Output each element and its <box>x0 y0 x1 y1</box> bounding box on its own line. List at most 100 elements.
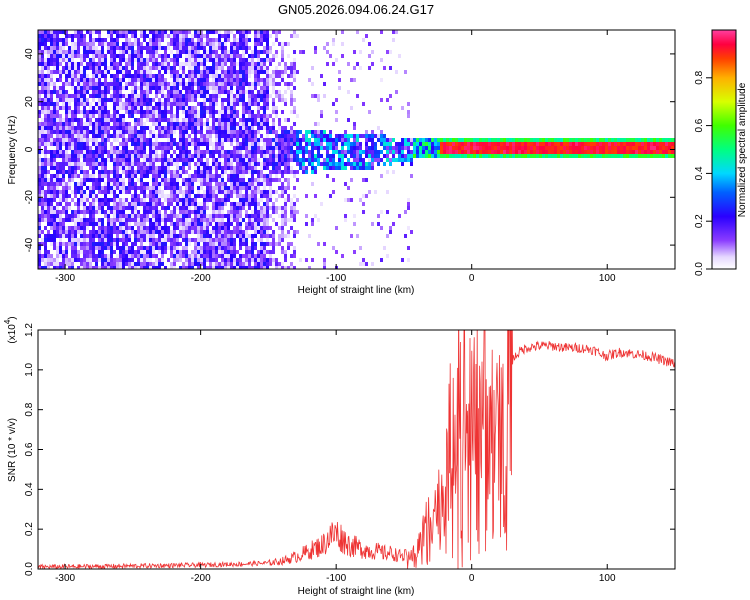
heatmap-cell <box>101 94 104 98</box>
heatmap-cell <box>131 126 134 130</box>
heatmap-cell <box>44 174 47 178</box>
heatmap-cell <box>275 34 278 38</box>
heatmap-cell <box>161 174 164 178</box>
heatmap-cell <box>212 266 215 269</box>
heatmap-cell <box>383 146 386 150</box>
heatmap-cell <box>80 258 83 262</box>
heatmap-cell <box>152 246 155 250</box>
heatmap-cell <box>419 154 422 158</box>
heatmap-cell <box>98 54 101 58</box>
heatmap-cell <box>44 30 47 34</box>
heatmap-cell <box>206 194 209 198</box>
heatmap-cell <box>206 218 209 222</box>
heatmap-cell <box>209 190 212 194</box>
heatmap-cell <box>119 254 122 258</box>
heatmap-cell <box>56 174 59 178</box>
heatmap-cell <box>77 174 80 178</box>
heatmap-cell <box>116 70 119 74</box>
heatmap-cell <box>71 158 74 162</box>
heatmap-cell <box>83 134 86 138</box>
heatmap-cell <box>50 238 53 242</box>
heatmap-cell <box>197 226 200 230</box>
heatmap-cell <box>245 70 248 74</box>
heatmap-cell <box>482 154 485 158</box>
heatmap-cell <box>50 150 53 154</box>
heatmap-cell <box>218 66 221 70</box>
heatmap-cell <box>95 198 98 202</box>
heatmap-cell <box>140 134 143 138</box>
heatmap-cell <box>68 218 71 222</box>
heatmap-cell <box>59 214 62 218</box>
heatmap-cell <box>254 70 257 74</box>
heatmap-cell <box>56 42 59 46</box>
heatmap-cell <box>443 142 446 146</box>
heatmap-cell <box>56 94 59 98</box>
heatmap-cell <box>272 54 275 58</box>
heatmap-cell <box>152 222 155 226</box>
heatmap-cell <box>161 90 164 94</box>
heatmap-cell <box>218 90 221 94</box>
heatmap-cell <box>266 190 269 194</box>
heatmap-cell <box>146 90 149 94</box>
heatmap-cell <box>188 66 191 70</box>
heatmap-cell <box>269 186 272 190</box>
heatmap-cell <box>179 94 182 98</box>
heatmap-cell <box>101 154 104 158</box>
heatmap-cell <box>104 70 107 74</box>
heatmap-cell <box>266 94 269 98</box>
heatmap-cell <box>290 130 293 134</box>
heatmap-cell <box>248 254 251 258</box>
heatmap-cell <box>89 158 92 162</box>
heatmap-cell <box>260 242 263 246</box>
heatmap-cell <box>182 86 185 90</box>
heatmap-cell <box>101 230 104 234</box>
heatmap-cell <box>173 190 176 194</box>
heatmap-cell <box>437 146 440 150</box>
heatmap-cell <box>62 182 65 186</box>
heatmap-cell <box>125 50 128 54</box>
heatmap-cell <box>281 134 284 138</box>
heatmap-cell <box>266 134 269 138</box>
heatmap-cell <box>86 226 89 230</box>
heatmap-cell <box>113 134 116 138</box>
heatmap-cell <box>236 74 239 78</box>
heatmap-cell <box>59 234 62 238</box>
heatmap-cell <box>134 206 137 210</box>
heatmap-cell <box>458 150 461 154</box>
heatmap-cell <box>311 82 314 86</box>
heatmap-cell <box>80 150 83 154</box>
heatmap-cell <box>239 178 242 182</box>
heatmap-cell <box>161 54 164 58</box>
heatmap-cell <box>92 90 95 94</box>
heatmap-cell <box>230 46 233 50</box>
heatmap-cell <box>260 218 263 222</box>
heatmap-cell <box>233 234 236 238</box>
heatmap-cell <box>158 266 161 269</box>
heatmap-cell <box>38 230 41 234</box>
heatmap-cell <box>110 78 113 82</box>
heatmap-cell <box>332 190 335 194</box>
heatmap-cell <box>257 118 260 122</box>
heatmap-cell <box>44 134 47 138</box>
heatmap-cell <box>62 226 65 230</box>
heatmap-cell <box>293 246 296 250</box>
heatmap-cell <box>65 102 68 106</box>
heatmap-cell <box>80 162 83 166</box>
heatmap-cell <box>56 54 59 58</box>
heatmap-cell <box>116 226 119 230</box>
heatmap-cell <box>113 114 116 118</box>
heatmap-cell <box>239 158 242 162</box>
heatmap-cell <box>467 146 470 150</box>
heatmap-cell <box>230 238 233 242</box>
heatmap-cell <box>62 106 65 110</box>
heatmap-cell <box>209 98 212 102</box>
heatmap-cell <box>116 134 119 138</box>
heatmap-cell <box>128 202 131 206</box>
heatmap-cell <box>416 150 419 154</box>
heatmap-cell <box>167 126 170 130</box>
heatmap-cell <box>200 166 203 170</box>
heatmap-cell <box>59 154 62 158</box>
heatmap-cell <box>74 106 77 110</box>
heatmap-cell <box>233 206 236 210</box>
heatmap-cell <box>146 166 149 170</box>
